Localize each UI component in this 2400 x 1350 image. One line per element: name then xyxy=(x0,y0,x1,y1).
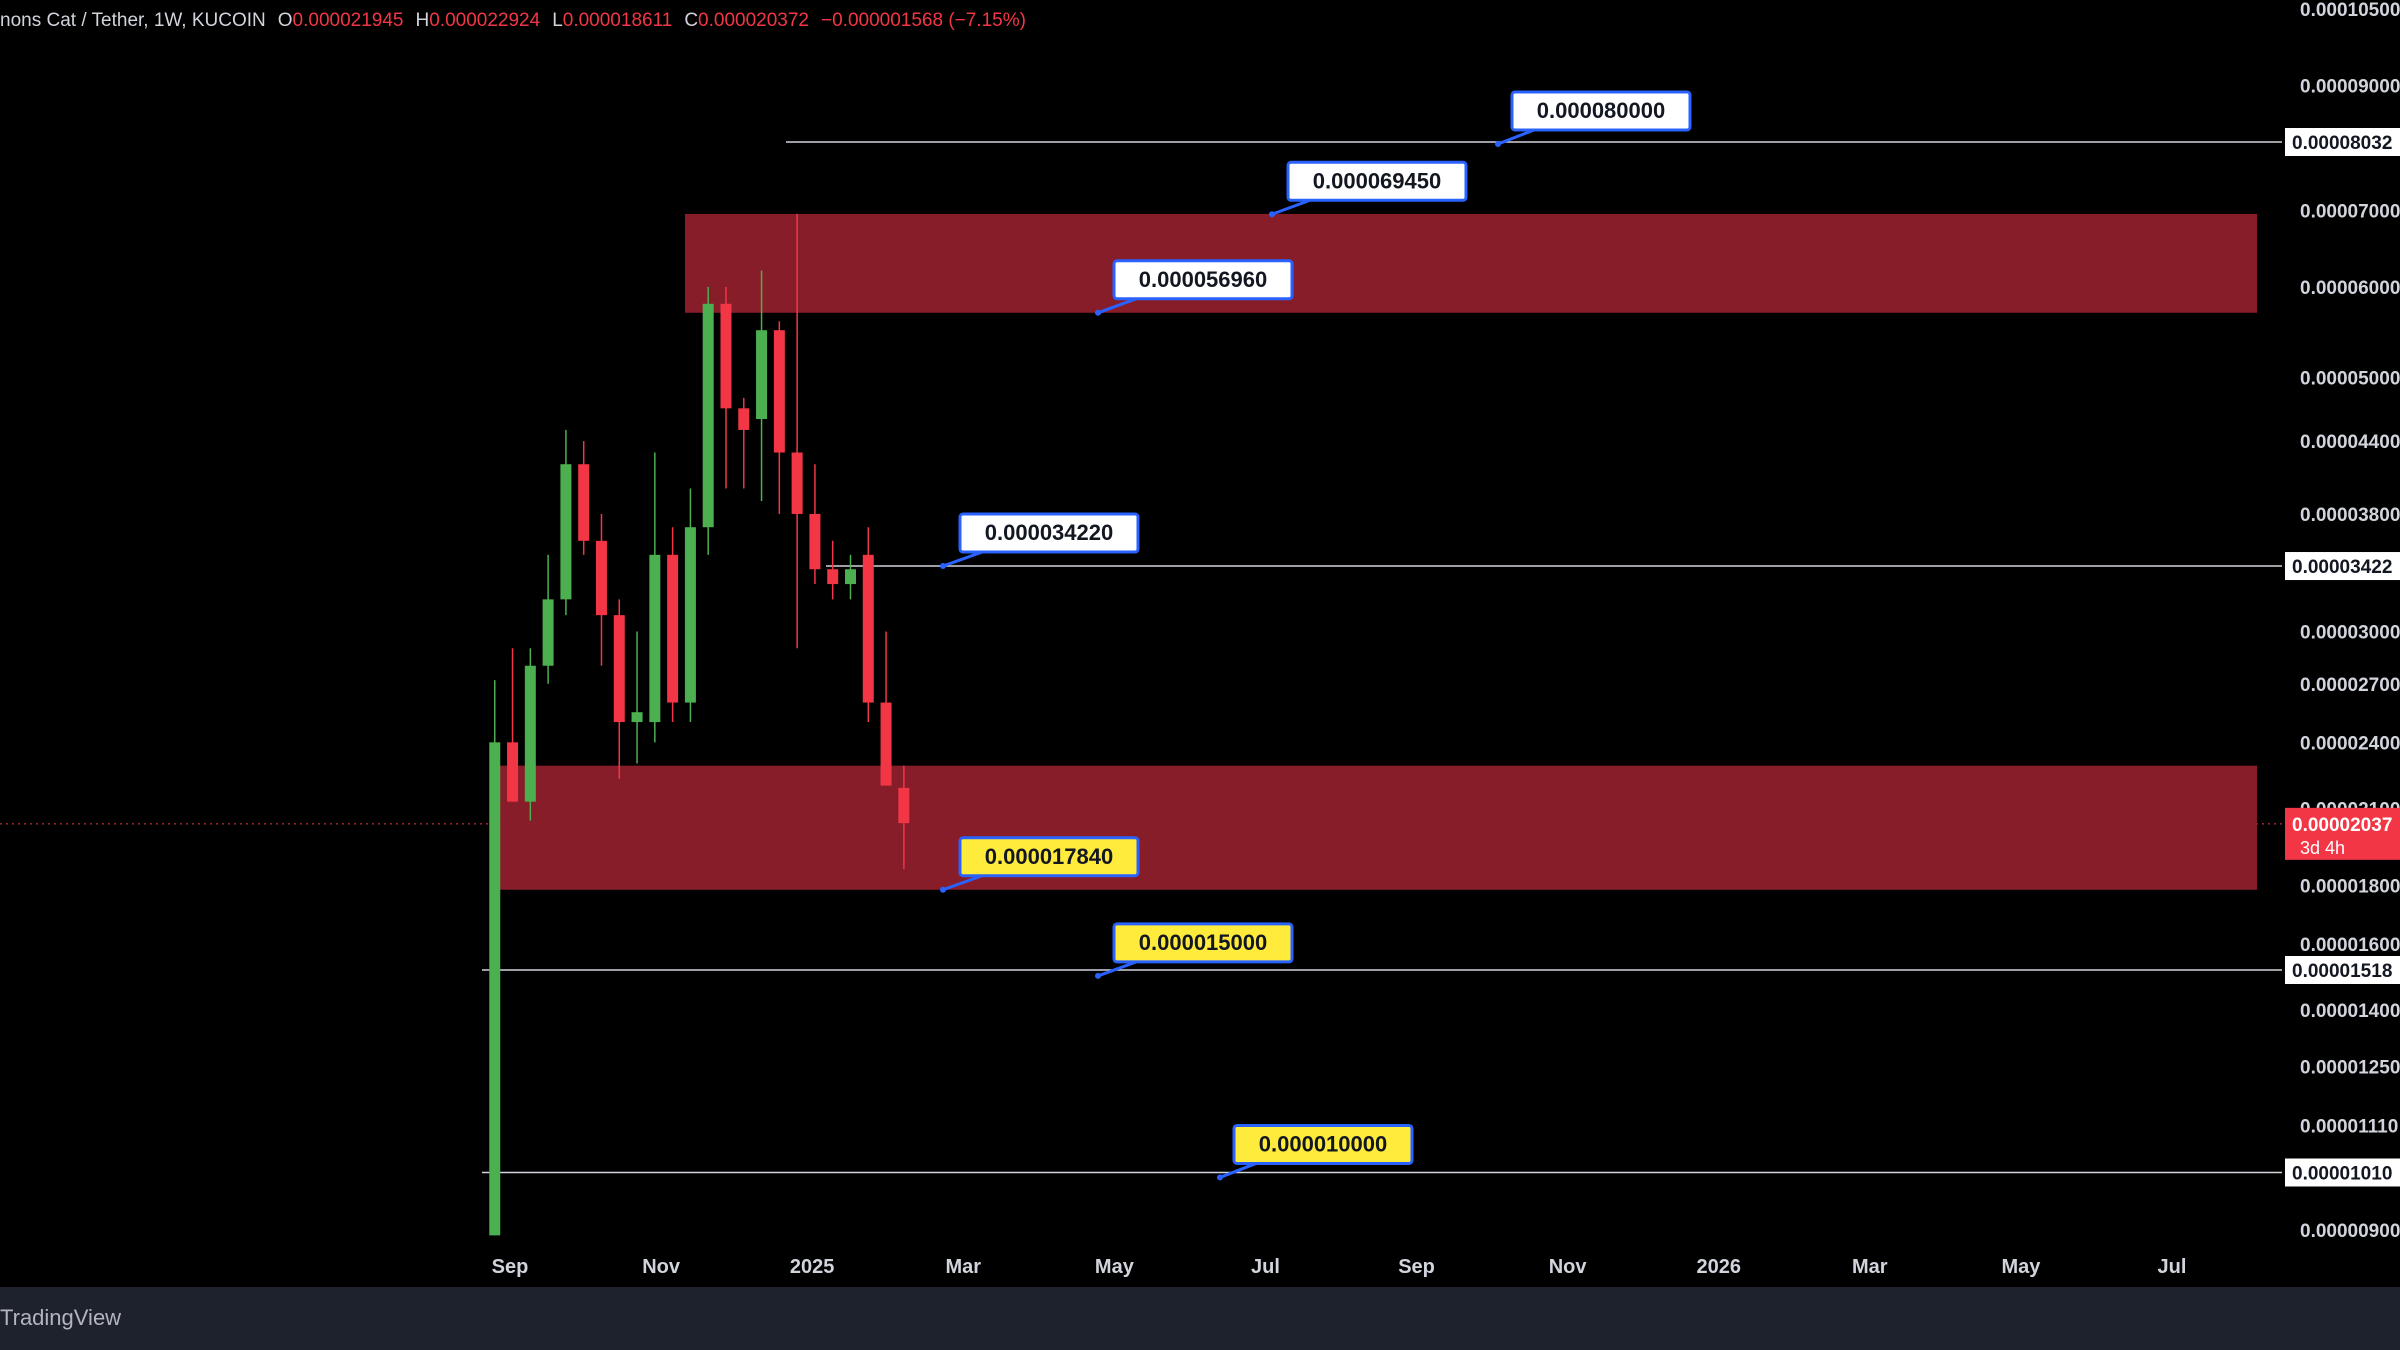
candle-2025-01-20 xyxy=(862,527,874,723)
y-tick-label: 0.00003000 xyxy=(2300,622,2400,643)
axis-price-label-3: 0.00001518 xyxy=(2285,956,2400,984)
zone-1 xyxy=(685,213,2257,313)
y-tick-label: 0.00001400 xyxy=(2300,1001,2400,1022)
callout-2: 0.000069450 xyxy=(1269,160,1468,218)
horizontal-price-lines xyxy=(482,141,2282,1174)
candle-2024-11-25 xyxy=(720,286,732,489)
axis-price-label-2: 0.00003422 xyxy=(2285,552,2400,581)
y-tick-label: 0.00010500 xyxy=(2300,0,2400,21)
price-callouts: 0.000080000 0.000069450 0.000056960 0.00003… xyxy=(940,90,1692,1181)
x-tick-label: Nov xyxy=(642,1256,681,1278)
time-axis[interactable]: Sep Nov 2025 Mar May Jul Sep Nov 2026 Mar May Jul xyxy=(492,1256,2187,1278)
candle-2024-11-04 xyxy=(667,527,679,723)
x-tick-label: Mar xyxy=(945,1256,981,1278)
zone-2 xyxy=(492,765,2257,890)
svg-text:0.00002037: 0.00002037 xyxy=(2292,815,2392,836)
x-tick-label: May xyxy=(2001,1256,2041,1278)
low-label: L xyxy=(552,10,563,31)
high-value: 0.000022924 xyxy=(429,10,541,31)
y-tick-label: 0.00000900 xyxy=(2300,1221,2400,1242)
y-tick-label: 0.00001250 xyxy=(2300,1058,2400,1079)
y-tick-label: 0.00005000 xyxy=(2300,369,2400,390)
candle-2024-09-09 xyxy=(524,648,536,821)
svg-text:0.00001010: 0.00001010 xyxy=(2292,1163,2392,1184)
candle-2024-12-02 xyxy=(738,397,750,489)
x-tick-label: Nov xyxy=(1549,1256,1588,1278)
svg-text:3d 4h: 3d 4h xyxy=(2300,838,2345,858)
candle-2024-08-26 xyxy=(489,680,501,1236)
change-value: −0.000001568 (−7.15%) xyxy=(821,10,1026,31)
callout-6: 0.000015000 xyxy=(1095,922,1294,979)
candle-2024-09-02 xyxy=(507,648,519,802)
candle-2024-10-28 xyxy=(649,452,661,743)
x-tick-label: Sep xyxy=(492,1256,529,1278)
price-chart[interactable]: 0.000080000 0.000069450 0.000056960 0.00003… xyxy=(0,0,2400,1287)
x-tick-label: Sep xyxy=(1398,1256,1435,1278)
candle-2024-09-23 xyxy=(560,429,572,616)
tradingview-logo[interactable]: TradingView xyxy=(0,1305,122,1330)
y-tick-label: 0.00004400 xyxy=(2300,432,2400,453)
candle-2024-11-18 xyxy=(702,286,714,555)
supply-demand-zones xyxy=(492,213,2257,890)
y-tick-label: 0.00002400 xyxy=(2300,733,2400,754)
svg-text:0.000015000: 0.000015000 xyxy=(1139,930,1267,955)
candle-2024-10-14 xyxy=(613,599,625,779)
y-tick-label: 0.00001600 xyxy=(2300,935,2400,956)
callout-5: 0.000017840 xyxy=(940,836,1140,893)
price-axis[interactable]: 0.00010500 0.00009000 0.00007000 0.00006000… xyxy=(2285,0,2400,1242)
y-tick-label: 0.00006000 xyxy=(2300,278,2400,299)
candle-2024-10-21 xyxy=(631,631,643,764)
y-tick-label: 0.00003800 xyxy=(2300,505,2400,526)
callout-3: 0.000056960 xyxy=(1095,259,1294,316)
candle-2024-12-23 xyxy=(791,213,803,649)
candle-2024-12-09 xyxy=(756,270,768,502)
y-tick-label: 0.00001800 xyxy=(2300,876,2400,897)
open-label: O xyxy=(277,10,293,31)
candle-2024-11-11 xyxy=(684,488,696,723)
svg-text:0.000017840: 0.000017840 xyxy=(985,844,1113,869)
svg-text:0.000010000: 0.000010000 xyxy=(1259,1131,1387,1156)
y-tick-label: 0.00001110 xyxy=(2300,1117,2398,1138)
axis-price-label-1: 0.00008032 xyxy=(2285,128,2400,156)
close-value: 0.000020372 xyxy=(698,10,809,31)
y-tick-label: 0.00009000 xyxy=(2300,76,2400,97)
x-tick-label: Jul xyxy=(1251,1256,1280,1278)
candle-2025-02-03 xyxy=(898,765,910,870)
callout-4: 0.000034220 xyxy=(940,512,1140,570)
candle-2025-01-27 xyxy=(880,631,892,786)
callout-1: 0.000080000 xyxy=(1495,90,1692,147)
svg-text:0.000034220: 0.000034220 xyxy=(985,520,1113,545)
axis-price-label-4: 0.00001010 xyxy=(2285,1158,2400,1187)
candle-2025-01-06 xyxy=(827,540,839,600)
open-value: 0.000021945 xyxy=(292,10,404,31)
close-label: C xyxy=(684,10,699,31)
callout-7: 0.000010000 xyxy=(1217,1123,1414,1181)
candle-2025-01-13 xyxy=(844,554,856,600)
candle-2024-12-30 xyxy=(809,464,821,585)
candlestick-series xyxy=(489,213,910,1236)
symbol-title: nons Cat / Tether, 1W, KUCOIN xyxy=(0,10,266,31)
svg-text:0.00008032: 0.00008032 xyxy=(2292,133,2392,154)
candle-2024-09-30 xyxy=(578,441,590,555)
svg-text:0.00001518: 0.00001518 xyxy=(2292,961,2392,982)
low-value: 0.000018611 xyxy=(562,10,673,31)
x-tick-label: Mar xyxy=(1852,1256,1888,1278)
ohlc-legend: nons Cat / Tether, 1W, KUCOIN O0.00002194… xyxy=(0,10,1026,38)
high-label: H xyxy=(415,10,430,31)
y-tick-label: 0.00002700 xyxy=(2300,675,2400,696)
x-tick-label: 2026 xyxy=(1696,1256,1741,1278)
footer-bar: TradingView xyxy=(0,1287,2400,1350)
candle-2024-10-07 xyxy=(595,513,607,666)
x-tick-label: Jul xyxy=(2158,1256,2187,1278)
y-tick-label: 0.00007000 xyxy=(2300,201,2400,222)
candle-2024-12-16 xyxy=(773,321,785,514)
svg-text:0.000069450: 0.000069450 xyxy=(1313,168,1441,193)
x-tick-label: May xyxy=(1095,1256,1135,1278)
svg-text:0.000080000: 0.000080000 xyxy=(1537,98,1665,123)
x-tick-label: 2025 xyxy=(790,1256,835,1278)
candle-2024-09-16 xyxy=(542,554,554,684)
svg-text:0.000056960: 0.000056960 xyxy=(1139,267,1267,292)
svg-text:0.00003422: 0.00003422 xyxy=(2292,557,2392,578)
